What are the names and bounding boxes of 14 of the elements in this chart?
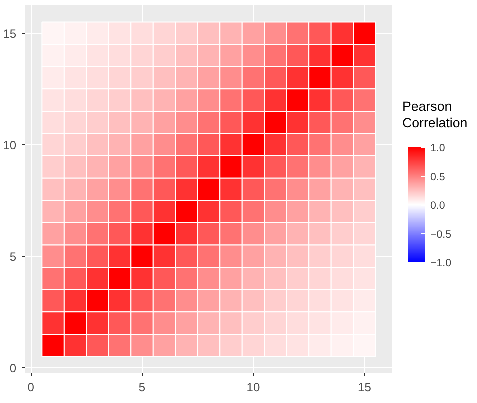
color-bar-label: −0.5 <box>430 228 452 241</box>
x-tick-label: 15 <box>358 380 372 394</box>
color-bar-label: 0.0 <box>430 200 446 212</box>
y-tick-label: 0 <box>10 361 17 376</box>
x-tick-label: 5 <box>138 380 146 394</box>
x-tick-label: 0 <box>28 380 35 394</box>
color-bar-label: 1.0 <box>430 142 446 154</box>
y-tick-label: 10 <box>3 138 17 152</box>
y-tick-label: 5 <box>10 250 17 264</box>
x-tick-label: 10 <box>246 380 260 394</box>
color-bar-label: 0.5 <box>430 171 446 184</box>
color-bar-label: −1.0 <box>430 258 452 270</box>
y-tick-label: 15 <box>3 26 17 41</box>
color-bar-title: Pearson Correlation <box>402 99 468 131</box>
